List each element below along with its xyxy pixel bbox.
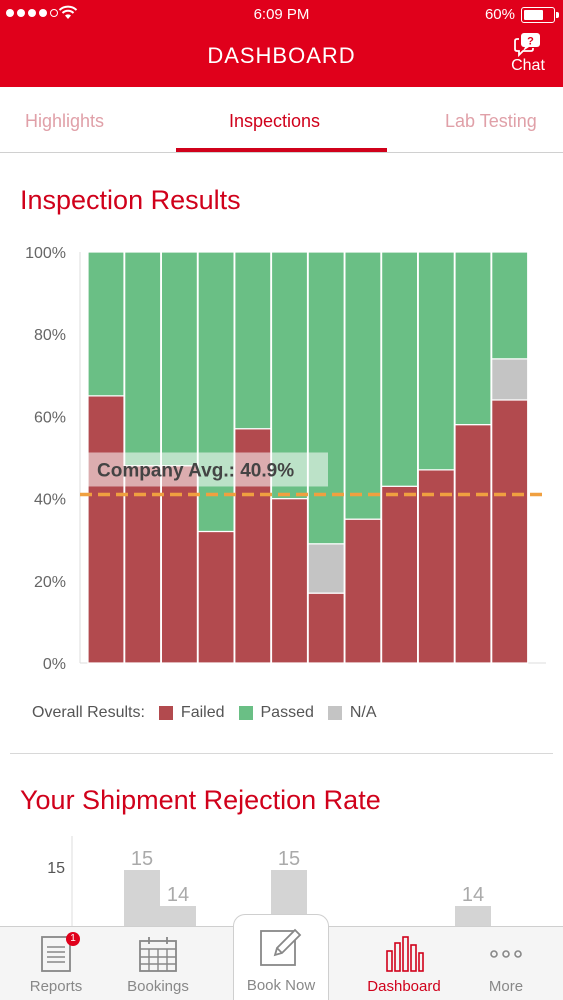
status-bar: 6:09 PM 60% <box>0 0 563 30</box>
bar-failed-4[interactable] <box>197 530 235 664</box>
bar-failed-10[interactable] <box>417 469 455 664</box>
calendar-icon <box>139 937 177 972</box>
y-tick-label: 20% <box>34 574 66 591</box>
bar-passed-8[interactable] <box>344 251 382 520</box>
tab-lab-testing[interactable]: Lab Testing <box>445 111 537 131</box>
legend-passed-label: Passed <box>260 704 314 721</box>
segment-tabs: Highlights Inspections Lab Testing <box>0 87 563 153</box>
book-now-button[interactable]: Book Now <box>233 914 329 1000</box>
inspection-results-title: Inspection Results <box>20 185 241 215</box>
chart-legend: Overall Results: Failed Passed N/A <box>32 704 377 722</box>
chat-label: Chat <box>511 57 545 74</box>
bar-passed-1[interactable] <box>87 251 125 397</box>
more-dots-icon <box>490 950 522 958</box>
bar-passed-2[interactable] <box>124 251 162 467</box>
y-tick-label: 40% <box>34 492 66 509</box>
legend-failed-swatch <box>158 706 173 720</box>
tab-dashboard[interactable]: Dashboard <box>354 927 454 1000</box>
tab-inspections[interactable]: Inspections <box>229 111 321 131</box>
rejection-bar-label: 14 <box>167 884 189 906</box>
reference-label-bg <box>88 452 328 487</box>
rejection-bar-label: 15 <box>278 848 300 870</box>
shipment-rejection-title: Your Shipment Rejection Rate <box>20 785 381 815</box>
bar-passed-7[interactable] <box>307 251 345 545</box>
y-tick-label: 0% <box>43 656 66 673</box>
battery-icon <box>521 7 559 23</box>
bar-passed-12[interactable] <box>491 251 529 360</box>
app-header: 6:09 PM 60% DASHBOARD ? Chat <box>0 0 563 87</box>
legend-na-label: N/A <box>349 704 377 721</box>
svg-text:?: ? <box>527 36 534 48</box>
y-tick-label: 60% <box>34 409 66 426</box>
bar-failed-9[interactable] <box>381 485 419 664</box>
y-tick-label: 15 <box>47 860 65 877</box>
bar-na-7[interactable] <box>307 543 345 594</box>
tab-bookings[interactable]: Bookings <box>108 927 208 1000</box>
tab-reports-label: Reports <box>29 978 83 995</box>
bar-failed-2[interactable] <box>124 465 162 664</box>
bar-passed-10[interactable] <box>417 251 455 471</box>
bar-passed-3[interactable] <box>160 251 198 467</box>
book-now-label: Book Now <box>246 977 316 994</box>
inspection-results-chart: 0% 20% 40% 60% 80% 100% Company Avg.: 40.9% <box>25 245 546 673</box>
bar-chart-icon <box>386 936 424 972</box>
reports-badge: 1 <box>66 932 80 946</box>
rejection-bar-label: 15 <box>131 848 153 870</box>
page-title: DASHBOARD <box>207 43 356 68</box>
tab-bookings-label: Bookings <box>127 978 189 995</box>
legend-na-swatch <box>327 706 342 720</box>
bar-failed-11[interactable] <box>454 424 492 664</box>
y-tick-label: 100% <box>25 245 66 262</box>
battery-percentage: 60% <box>484 6 515 23</box>
section-divider <box>10 753 553 754</box>
wifi-icon <box>58 5 78 19</box>
bar-failed-6[interactable] <box>270 498 309 664</box>
bar-passed-9[interactable] <box>381 251 419 487</box>
signal-strength-icon <box>6 9 58 17</box>
status-time: 6:09 PM <box>253 6 310 23</box>
legend-label: Overall Results: <box>32 704 145 721</box>
bar-failed-7[interactable] <box>307 592 345 664</box>
chat-button[interactable]: ? Chat <box>505 32 551 82</box>
rejection-bar-label: 14 <box>462 884 484 906</box>
bar-failed-1[interactable] <box>87 395 125 664</box>
legend-failed-label: Failed <box>180 704 225 721</box>
tab-reports[interactable]: 1 Reports <box>6 927 106 1000</box>
bar-passed-5[interactable] <box>234 251 272 430</box>
tab-more[interactable]: More <box>456 927 556 1000</box>
tab-more-label: More <box>488 978 524 995</box>
y-tick-label: 80% <box>34 327 66 344</box>
bar-passed-4[interactable] <box>197 251 235 533</box>
legend-passed-swatch <box>238 706 253 720</box>
active-tab-indicator <box>176 148 387 152</box>
chat-bubble-question-icon: ? <box>514 33 540 58</box>
tab-dashboard-label: Dashboard <box>367 978 441 995</box>
bar-na-12[interactable] <box>491 358 529 401</box>
document-icon <box>41 936 71 972</box>
bar-failed-12[interactable] <box>491 399 529 664</box>
bar-failed-8[interactable] <box>344 518 382 664</box>
company-average-label: Company Avg.: 40.9% <box>97 460 294 481</box>
bar-passed-11[interactable] <box>454 251 492 426</box>
edit-pencil-icon <box>260 928 302 966</box>
tab-highlights[interactable]: Highlights <box>25 111 105 131</box>
